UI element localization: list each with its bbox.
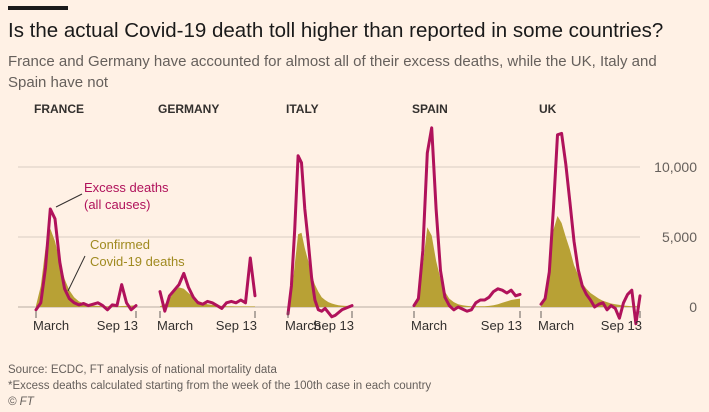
excess-line-uk bbox=[539, 131, 642, 326]
confirmed-area-france bbox=[36, 228, 136, 307]
confirmed-annotation-leader bbox=[67, 255, 86, 292]
x-tick-label-start-uk: March bbox=[538, 318, 574, 333]
excess-annotation-line2: (all causes) bbox=[84, 197, 150, 212]
chart-title: Is the actual Covid-19 death toll higher… bbox=[8, 19, 664, 42]
x-tick-label-end-italy: Sep 13 bbox=[313, 318, 354, 333]
x-tick-label-end-uk: Sep 13 bbox=[601, 318, 642, 333]
panel-label-france: FRANCE bbox=[34, 102, 84, 116]
confirmed-area-uk bbox=[541, 216, 640, 307]
panel-label-germany: GERMANY bbox=[158, 102, 219, 116]
confirmed-area-spain bbox=[414, 227, 520, 307]
source-note: Source: ECDC, FT analysis of national mo… bbox=[8, 364, 277, 376]
excess-line-italy bbox=[286, 154, 354, 319]
x-tick-label-start-italy: March bbox=[285, 318, 321, 333]
x-tick-label-start-france: March bbox=[33, 318, 69, 333]
excess-line-spain bbox=[412, 126, 522, 313]
confirmed-annotation-line1: Confirmed bbox=[90, 237, 150, 252]
y-tick-label-10000: 10,000 bbox=[654, 159, 697, 175]
confirmed-annotation-line2: Covid-19 deaths bbox=[90, 254, 185, 269]
panel-label-uk: UK bbox=[539, 102, 557, 116]
ft-top-bar bbox=[8, 6, 68, 10]
y-tick-label-0: 0 bbox=[689, 299, 697, 315]
excess-line-france bbox=[34, 207, 138, 312]
x-tick-label-end-spain: Sep 13 bbox=[481, 318, 522, 333]
chart-subtitle: France and Germany have accounted for al… bbox=[8, 53, 657, 91]
y-tick-label-5000: 5,000 bbox=[662, 229, 697, 245]
panel-label-italy: ITALY bbox=[286, 102, 319, 116]
excess-line-germany bbox=[158, 256, 257, 313]
excess-annotation-line1: Excess deaths bbox=[84, 180, 169, 195]
copyright-credit: © FT bbox=[8, 396, 34, 408]
panel-label-spain: SPAIN bbox=[412, 102, 448, 116]
confirmed-area-italy bbox=[288, 232, 352, 307]
x-tick-label-start-germany: March bbox=[157, 318, 193, 333]
x-tick-label-end-germany: Sep 13 bbox=[216, 318, 257, 333]
excess-annotation-leader bbox=[55, 193, 83, 208]
x-tick-label-start-spain: March bbox=[411, 318, 447, 333]
x-tick-label-end-france: Sep 13 bbox=[97, 318, 138, 333]
methodology-note: *Excess deaths calculated starting from … bbox=[8, 380, 432, 392]
confirmed-area-germany bbox=[160, 287, 255, 307]
